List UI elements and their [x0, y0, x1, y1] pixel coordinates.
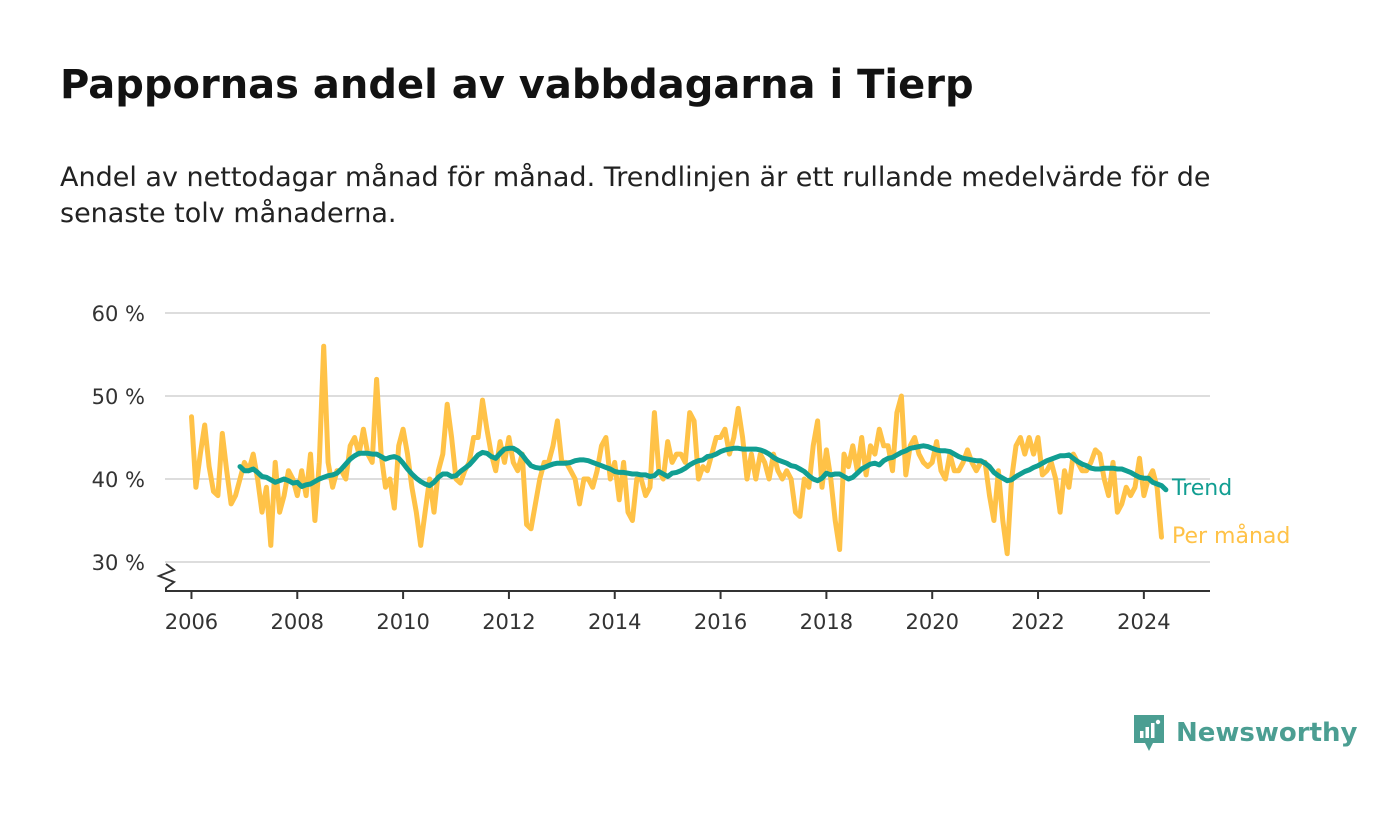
x-axis: 2006 2008 2010 2012 2014 2016 2018 2020 2022 2024 [156, 563, 1210, 634]
y-tick-label: 30 % [92, 551, 145, 575]
series-layer [189, 343, 1169, 557]
y-axis: 30 % 40 % 50 % 60 % [92, 302, 145, 575]
grid-layer [165, 312, 1210, 563]
x-tick-label: 2016 [694, 610, 747, 634]
x-tick-label: 2006 [165, 610, 218, 634]
series-line-monthly [189, 343, 1164, 557]
chart-subtitle: Andel av nettodagar månad för månad. Tre… [60, 162, 1211, 229]
newsworthy-logo-text: Newsworthy [1176, 718, 1358, 748]
axis-break-icon [156, 563, 177, 591]
newsworthy-logo-icon [1134, 715, 1164, 751]
x-tick-label: 2012 [482, 610, 535, 634]
legend-label-monthly: Per månad [1172, 523, 1290, 549]
x-tick-label: 2024 [1117, 610, 1170, 634]
series-line-trend [237, 443, 1169, 493]
x-tick-label: 2010 [376, 610, 429, 634]
newsworthy-logo: Newsworthy [1132, 712, 1357, 754]
x-tick-label: 2014 [588, 610, 641, 634]
x-tick-label: 2008 [271, 610, 324, 634]
legend-label-trend: Trend [1171, 476, 1232, 501]
chart-title: Pappornas andel av vabbdagarna i Tierp [60, 62, 974, 108]
x-tick-label: 2018 [800, 610, 853, 634]
y-tick-label: 40 % [92, 468, 145, 492]
x-tick-label: 2022 [1011, 610, 1064, 634]
y-tick-label: 50 % [92, 385, 145, 409]
x-tick-label: 2020 [905, 610, 958, 634]
y-tick-label: 60 % [92, 302, 145, 326]
